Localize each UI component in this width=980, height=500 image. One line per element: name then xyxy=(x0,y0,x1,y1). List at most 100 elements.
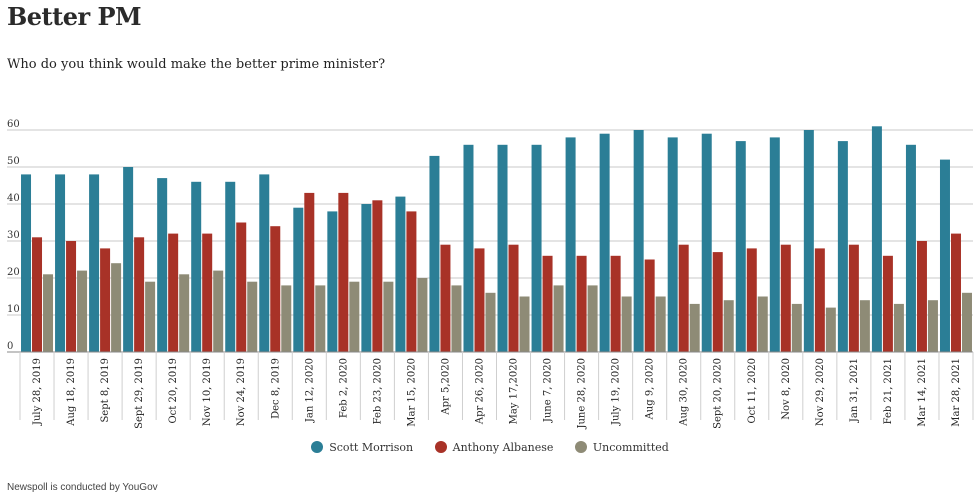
bar-uncommitted xyxy=(723,300,734,352)
legend-label-uncommitted: Uncommitted xyxy=(592,440,669,454)
bar-uncommitted xyxy=(417,278,428,352)
bar-morrison xyxy=(89,174,100,352)
bar-morrison xyxy=(803,130,814,352)
bar-uncommitted xyxy=(553,285,564,352)
bar-uncommitted xyxy=(77,270,88,352)
y-tick-label: 20 xyxy=(7,267,20,278)
x-tick-label: Mar 15, 2020 xyxy=(406,358,417,427)
bar-morrison xyxy=(735,141,746,352)
x-tick-label: Aug 9, 2020 xyxy=(645,358,656,420)
bar-albanese xyxy=(610,255,621,352)
bar-albanese xyxy=(542,255,553,352)
legend-swatch-albanese xyxy=(434,440,447,453)
chart-subtitle: Who do you think would make the better p… xyxy=(7,57,386,72)
bar-albanese xyxy=(950,233,961,352)
x-tick-label: June 28, 2020 xyxy=(577,358,588,430)
bar-uncommitted xyxy=(825,307,836,352)
y-tick-label: 0 xyxy=(7,341,13,352)
x-tick-label: July 28, 2019 xyxy=(32,358,43,426)
x-tick-label: Nov 8, 2020 xyxy=(781,358,792,420)
bar-albanese xyxy=(202,233,213,352)
bar-albanese xyxy=(746,248,757,352)
x-tick-label: Jan 12, 2020 xyxy=(304,358,315,423)
bar-uncommitted xyxy=(247,281,258,352)
bar-albanese xyxy=(372,200,383,352)
bar-morrison xyxy=(599,133,610,352)
x-axis: July 28, 2019 Aug 18, 2019 Sept 8, 2019 Sep… xyxy=(7,351,974,430)
bar-albanese xyxy=(440,244,451,352)
bar-albanese xyxy=(134,237,145,352)
bar-morrison xyxy=(939,159,950,352)
bars-layer xyxy=(21,126,972,352)
x-tick-label: May 17,2020 xyxy=(509,358,520,424)
bar-morrison xyxy=(395,196,406,352)
bar-uncommitted xyxy=(451,285,462,352)
bar-albanese xyxy=(882,255,893,352)
bar-morrison xyxy=(259,174,270,352)
y-tick-label: 30 xyxy=(7,230,20,241)
legend-item-albanese: Anthony Albanese xyxy=(434,440,554,454)
bar-uncommitted xyxy=(383,281,394,352)
x-tick-label: Oct 11, 2020 xyxy=(747,358,758,424)
bar-morrison xyxy=(225,181,236,352)
bar-uncommitted xyxy=(315,285,326,352)
bar-albanese xyxy=(508,244,519,352)
bar-morrison xyxy=(429,155,440,352)
bar-uncommitted xyxy=(961,292,972,352)
bar-albanese xyxy=(644,259,655,352)
x-tick-label: Jan 31, 2021 xyxy=(849,358,860,423)
legend-swatch-uncommitted xyxy=(574,440,587,453)
bar-morrison xyxy=(463,144,474,352)
bar-uncommitted xyxy=(349,281,360,352)
x-tick-label: June 7, 2020 xyxy=(543,358,554,423)
bar-albanese xyxy=(100,248,111,352)
source-note: Newspoll is conducted by YouGov xyxy=(7,482,158,493)
legend: Scott Morrison Anthony Albanese Uncommit… xyxy=(0,440,980,454)
x-tick-label: July 19, 2020 xyxy=(611,358,622,426)
y-tick-label: 60 xyxy=(7,119,20,130)
y-tick-label: 10 xyxy=(7,304,20,315)
bar-albanese xyxy=(780,244,791,352)
bar-uncommitted xyxy=(519,296,530,352)
bar-albanese xyxy=(270,226,281,352)
x-tick-label: Feb 2, 2020 xyxy=(338,358,349,418)
bar-albanese xyxy=(712,252,723,352)
legend-label-morrison: Scott Morrison xyxy=(329,440,414,454)
x-tick-label: Nov 29, 2020 xyxy=(815,358,826,426)
bar-morrison xyxy=(123,167,134,352)
bar-uncommitted xyxy=(145,281,156,352)
legend-swatch-morrison xyxy=(311,440,324,453)
bar-uncommitted xyxy=(655,296,666,352)
bar-morrison xyxy=(191,181,202,352)
bar-morrison xyxy=(565,137,576,352)
legend-item-morrison: Scott Morrison xyxy=(311,440,414,454)
bar-albanese xyxy=(678,244,689,352)
x-tick-label: Mar 28, 2021 xyxy=(951,358,962,427)
bar-morrison xyxy=(361,204,372,352)
x-tick-label: Feb 23, 2020 xyxy=(372,358,383,424)
bar-morrison xyxy=(667,137,678,352)
bar-albanese xyxy=(304,192,315,352)
bar-chart: 0 10 20 30 40 50 60 July 28, 2019 Aug 18, 2019 S… xyxy=(7,119,974,430)
bar-albanese xyxy=(338,192,349,352)
legend-item-uncommitted: Uncommitted xyxy=(574,440,669,454)
x-tick-label: Sept 29, 2019 xyxy=(134,358,145,429)
bar-morrison xyxy=(871,126,882,352)
bar-albanese xyxy=(32,237,43,352)
bar-morrison xyxy=(531,144,542,352)
bar-morrison xyxy=(769,137,780,352)
bar-morrison xyxy=(633,130,644,352)
x-tick-label: Sept 8, 2019 xyxy=(100,358,111,423)
bar-uncommitted xyxy=(757,296,768,352)
x-tick-label: Feb 21, 2021 xyxy=(883,358,894,424)
bar-uncommitted xyxy=(43,274,54,352)
bar-morrison xyxy=(21,174,32,352)
bar-uncommitted xyxy=(859,300,870,352)
bar-uncommitted xyxy=(893,303,904,352)
x-tick-label: Dec 8, 2019 xyxy=(270,358,281,419)
legend-label-albanese: Anthony Albanese xyxy=(452,440,554,454)
bar-morrison xyxy=(497,144,508,352)
bar-uncommitted xyxy=(587,285,598,352)
bar-albanese xyxy=(168,233,179,352)
bar-morrison xyxy=(701,133,712,352)
